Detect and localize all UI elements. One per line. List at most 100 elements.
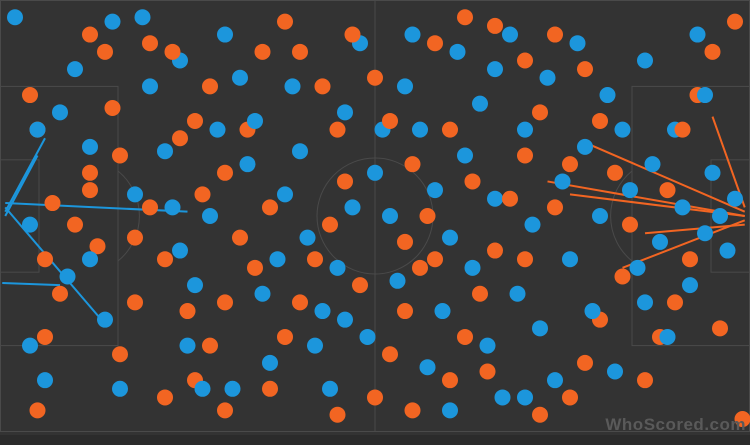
touch-point-blue: [487, 190, 503, 207]
touch-point-blue: [22, 337, 38, 354]
touch-point-blue: [254, 285, 271, 302]
touch-point-orange: [157, 251, 173, 268]
touch-point-blue: [457, 147, 473, 164]
touch-point-orange: [329, 121, 346, 138]
touch-point-orange: [232, 229, 248, 246]
touch-point-orange: [142, 35, 158, 52]
touch-point-blue: [82, 138, 98, 155]
penalty-area: [0, 85, 119, 347]
touch-point-orange: [314, 78, 331, 95]
touch-point-blue: [629, 259, 646, 276]
touch-point-blue: [292, 143, 308, 160]
touch-point-orange: [67, 216, 83, 233]
six-yard-box: [710, 159, 750, 273]
touch-point-blue: [337, 104, 353, 121]
touch-point-blue: [727, 190, 743, 207]
touch-point-blue: [202, 208, 218, 224]
touch-point-orange: [97, 43, 113, 60]
touch-point-orange: [292, 43, 308, 60]
touch-point-blue: [704, 164, 721, 181]
touch-point-blue: [569, 35, 586, 52]
touch-point-blue: [509, 285, 526, 302]
touch-point-blue: [307, 337, 323, 354]
pass-line: [584, 141, 746, 213]
touch-point-orange: [479, 363, 496, 380]
six-yard-box: [0, 159, 40, 273]
touch-point-blue: [472, 95, 488, 112]
touch-point-blue: [262, 354, 278, 371]
touch-point-orange: [614, 268, 631, 285]
touch-point-orange: [532, 406, 548, 423]
touch-point-orange: [217, 402, 233, 419]
touch-point-orange: [82, 182, 98, 199]
touch-point-blue: [224, 380, 241, 397]
touch-point-orange: [172, 130, 188, 147]
touch-point-orange: [292, 294, 308, 311]
touch-point-blue: [322, 380, 338, 397]
touch-point-blue: [179, 337, 196, 354]
touch-point-orange: [112, 346, 128, 363]
touch-point-blue: [442, 229, 458, 246]
touch-point-orange: [457, 328, 473, 345]
pass-line: [2, 281, 61, 287]
touch-point-orange: [202, 78, 218, 95]
touch-point-blue: [314, 303, 331, 320]
touch-point-blue: [524, 216, 541, 233]
touch-point-orange: [404, 156, 421, 173]
touch-point-blue: [674, 199, 691, 216]
touch-point-orange: [419, 208, 436, 224]
touch-point-orange: [517, 147, 533, 164]
touch-point-orange: [607, 164, 623, 181]
touch-point-orange: [622, 216, 638, 233]
touch-point-orange: [29, 402, 46, 419]
pass-line: [4, 155, 39, 217]
touch-point-blue: [592, 208, 608, 224]
touch-point-orange: [427, 251, 443, 268]
touch-point-blue: [104, 13, 121, 30]
touch-point-orange: [397, 233, 413, 250]
touch-point-blue: [637, 52, 653, 69]
touch-point-blue: [539, 69, 556, 86]
touch-point-blue: [209, 121, 226, 138]
touch-point-blue: [217, 26, 233, 43]
touch-point-blue: [232, 69, 248, 86]
touch-point-orange: [727, 13, 743, 30]
touch-point-blue: [434, 303, 451, 320]
touch-point-blue: [697, 87, 713, 104]
touch-point-orange: [82, 164, 98, 181]
touch-point-blue: [337, 311, 353, 328]
touch-point-blue: [29, 121, 46, 138]
touch-point-blue: [404, 26, 421, 43]
touch-point-blue: [719, 242, 736, 259]
touch-point-orange: [217, 164, 233, 181]
penalty-area: [631, 85, 750, 347]
watermark: WhoScored.com: [605, 415, 746, 434]
touch-point-blue: [607, 363, 623, 380]
touch-point-blue: [517, 389, 533, 406]
touch-point-orange: [704, 43, 721, 60]
touch-point-blue: [554, 173, 571, 190]
touch-point-orange: [674, 121, 691, 138]
touch-point-blue: [637, 294, 653, 311]
touch-point-orange: [517, 251, 533, 268]
touch-point-blue: [397, 78, 413, 95]
touch-point-blue: [112, 380, 128, 397]
touch-point-blue: [284, 78, 301, 95]
touch-point-blue: [344, 199, 361, 216]
touch-point-blue: [412, 121, 428, 138]
touch-point-orange: [44, 195, 61, 212]
touch-point-blue: [652, 233, 668, 250]
touch-point-blue: [247, 112, 263, 129]
touch-point-orange: [547, 26, 563, 43]
touch-point-blue: [277, 186, 293, 203]
touch-point-orange: [344, 26, 361, 43]
touch-point-orange: [202, 337, 218, 354]
touch-point-blue: [37, 372, 53, 389]
touch-point-blue: [7, 9, 23, 26]
touch-point-blue: [502, 26, 518, 43]
touch-point-orange: [667, 294, 683, 311]
touch-point-blue: [584, 303, 601, 320]
touch-point-orange: [82, 26, 98, 43]
touch-point-orange: [457, 9, 473, 26]
touch-point-orange: [89, 238, 106, 255]
